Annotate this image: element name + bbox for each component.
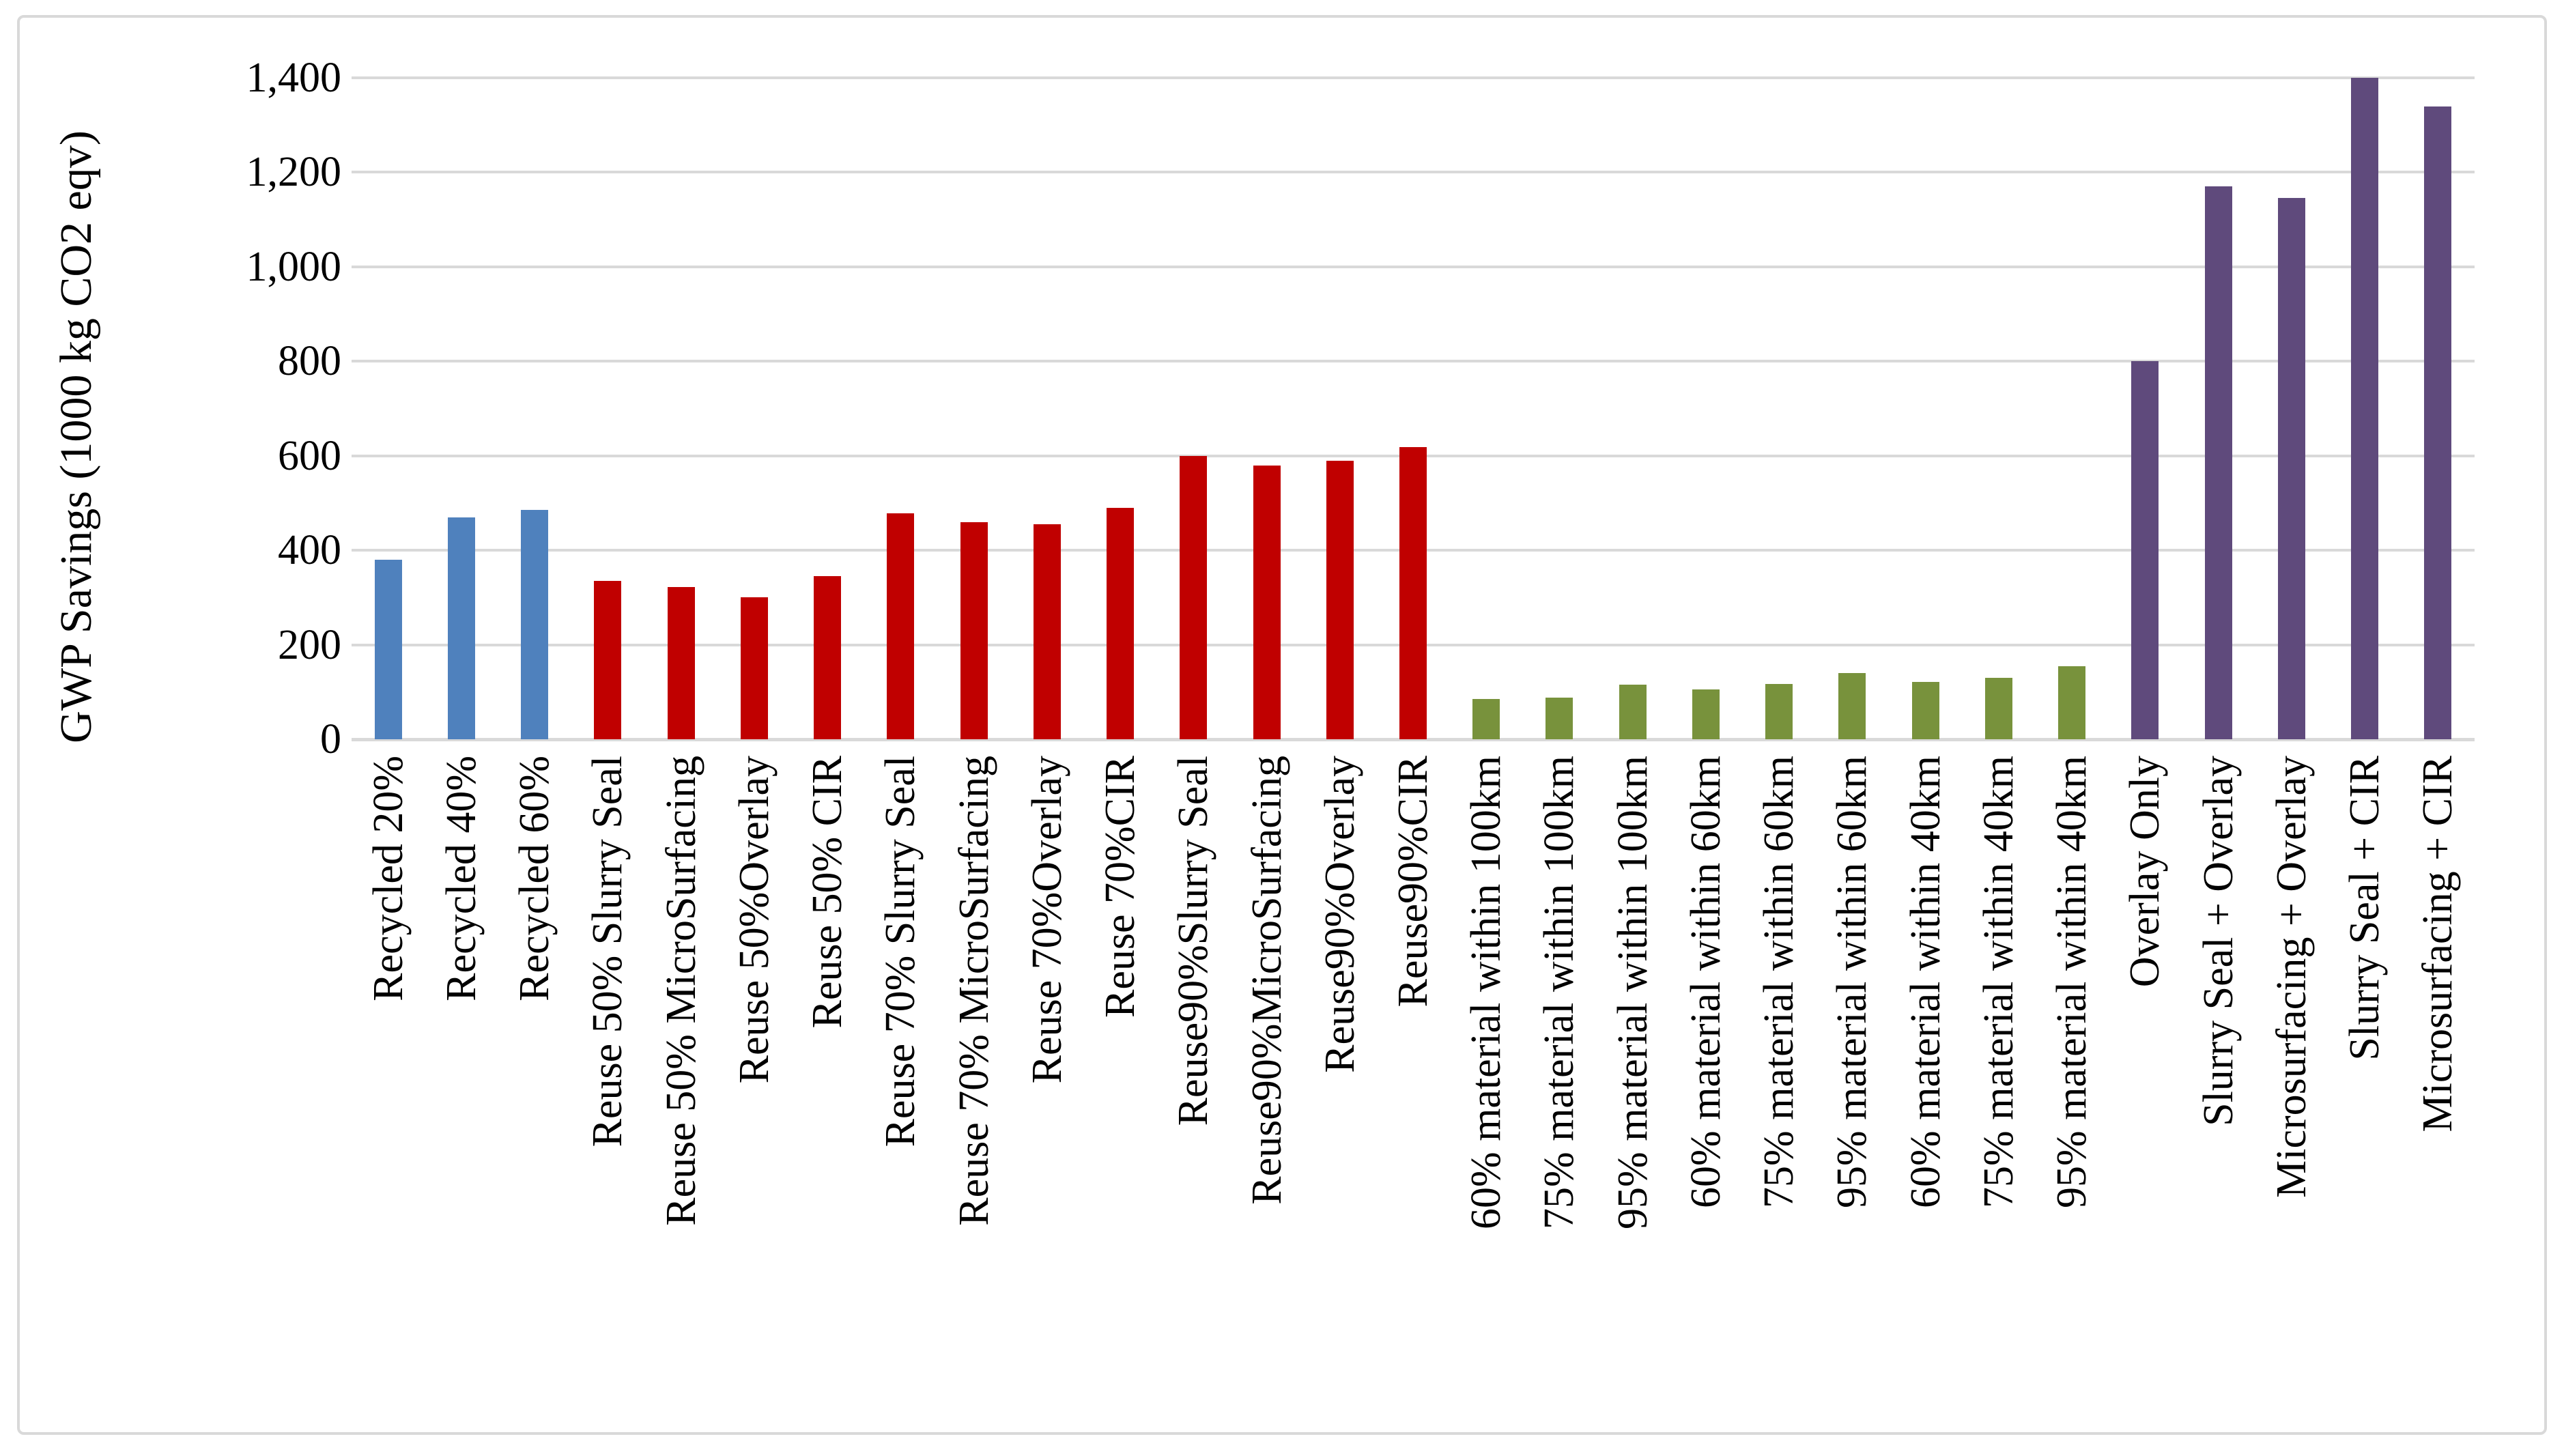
x-axis-label: Reuse 50% MicroSurfacing xyxy=(658,756,704,1226)
x-axis-label: 95% material within 40km xyxy=(2049,756,2095,1208)
x-axis-label: Reuse 50% CIR xyxy=(804,756,851,1029)
x-axis-label: Reuse 70%Overlay xyxy=(1024,756,1070,1084)
bar xyxy=(521,510,548,739)
y-tick-label: 400 xyxy=(278,527,341,573)
gridline xyxy=(352,171,2475,173)
gridline xyxy=(352,76,2475,79)
y-tick-label: 1,400 xyxy=(246,55,342,101)
y-tick-label: 600 xyxy=(278,433,341,479)
y-tick-label: 200 xyxy=(278,622,341,668)
x-axis-label: Reuse 70% Slurry Seal xyxy=(877,756,924,1147)
x-axis-label: Reuse90%CIR xyxy=(1390,756,1436,1008)
y-tick-label: 1,200 xyxy=(246,149,342,195)
x-axis-labels: Recycled 20% Recycled 40% Recycled 60% Reus… xyxy=(0,756,2564,1404)
bar xyxy=(1765,684,1793,739)
bar xyxy=(960,522,988,739)
x-axis-label: Reuse 50% Slurry Seal xyxy=(584,756,631,1147)
bar xyxy=(1472,699,1500,739)
x-axis-label: Recycled 60% xyxy=(511,756,558,1001)
x-axis-label: 95% material within 100km xyxy=(1610,756,1656,1229)
x-axis-label: 60% material within 40km xyxy=(1903,756,1949,1208)
plot-area xyxy=(352,76,2475,741)
x-axis-label: 75% material within 40km xyxy=(1976,756,2022,1208)
x-axis-label: Slurry Seal + Overlay xyxy=(2195,756,2242,1126)
x-axis-label: Reuse 70% MicroSurfacing xyxy=(951,756,997,1226)
bar xyxy=(1326,461,1354,739)
x-axis-label: Microsurfacing + Overlay xyxy=(2268,756,2315,1198)
y-tick-label: 1,000 xyxy=(246,244,342,290)
bar xyxy=(1545,698,1573,739)
bar xyxy=(814,576,841,739)
x-axis-label: 60% material within 100km xyxy=(1463,756,1509,1229)
gridline xyxy=(352,360,2475,362)
x-axis-label: Microsurfacing + CIR xyxy=(2415,756,2461,1132)
x-axis-label: Reuse90%Overlay xyxy=(1317,756,1363,1073)
bar xyxy=(2351,78,2378,739)
bar xyxy=(1034,524,1061,739)
x-axis-label: 75% material within 100km xyxy=(1536,756,1582,1229)
x-axis-label: 60% material within 60km xyxy=(1683,756,1729,1208)
x-axis-label: Overlay Only xyxy=(2122,756,2168,988)
bar xyxy=(741,597,768,739)
y-tick-label: 0 xyxy=(320,716,341,762)
x-axis-label: Slurry Seal + CIR xyxy=(2341,756,2388,1061)
bar xyxy=(1399,447,1427,739)
y-axis-tick-labels: 0 200 400 600 800 1,000 1,200 1,400 xyxy=(0,0,342,1456)
bar xyxy=(594,581,621,739)
gridline xyxy=(352,738,2475,741)
bar xyxy=(1692,689,1720,739)
bar xyxy=(448,517,475,739)
x-axis-label: Reuse90%MicroSurfacing xyxy=(1244,756,1290,1205)
x-axis-label: Recycled 20% xyxy=(365,756,412,1001)
x-axis-label: Recycled 40% xyxy=(438,756,485,1001)
bar xyxy=(1253,466,1281,739)
bar xyxy=(2058,666,2085,739)
bar xyxy=(2131,361,2159,739)
chart-frame xyxy=(17,15,2547,1435)
x-axis-label: Reuse 70%CIR xyxy=(1097,756,1143,1018)
bar xyxy=(1912,682,1939,739)
y-tick-label: 800 xyxy=(278,338,341,384)
x-axis-label: 75% material within 60km xyxy=(1756,756,1802,1208)
bar xyxy=(1107,508,1134,739)
bar xyxy=(1619,685,1647,739)
bar xyxy=(2205,186,2232,739)
bar xyxy=(1180,456,1207,739)
bar xyxy=(1985,678,2012,739)
bar xyxy=(2424,106,2451,739)
bar xyxy=(375,560,402,739)
bar xyxy=(887,513,914,739)
bar xyxy=(2278,198,2305,739)
x-axis-label: Reuse 50%Overlay xyxy=(731,756,778,1084)
bar xyxy=(1838,673,1866,739)
x-axis-label: Reuse90%Slurry Seal xyxy=(1170,756,1216,1126)
gridline xyxy=(352,266,2475,268)
x-axis-label: 95% material within 60km xyxy=(1829,756,1875,1208)
bar xyxy=(668,587,695,739)
